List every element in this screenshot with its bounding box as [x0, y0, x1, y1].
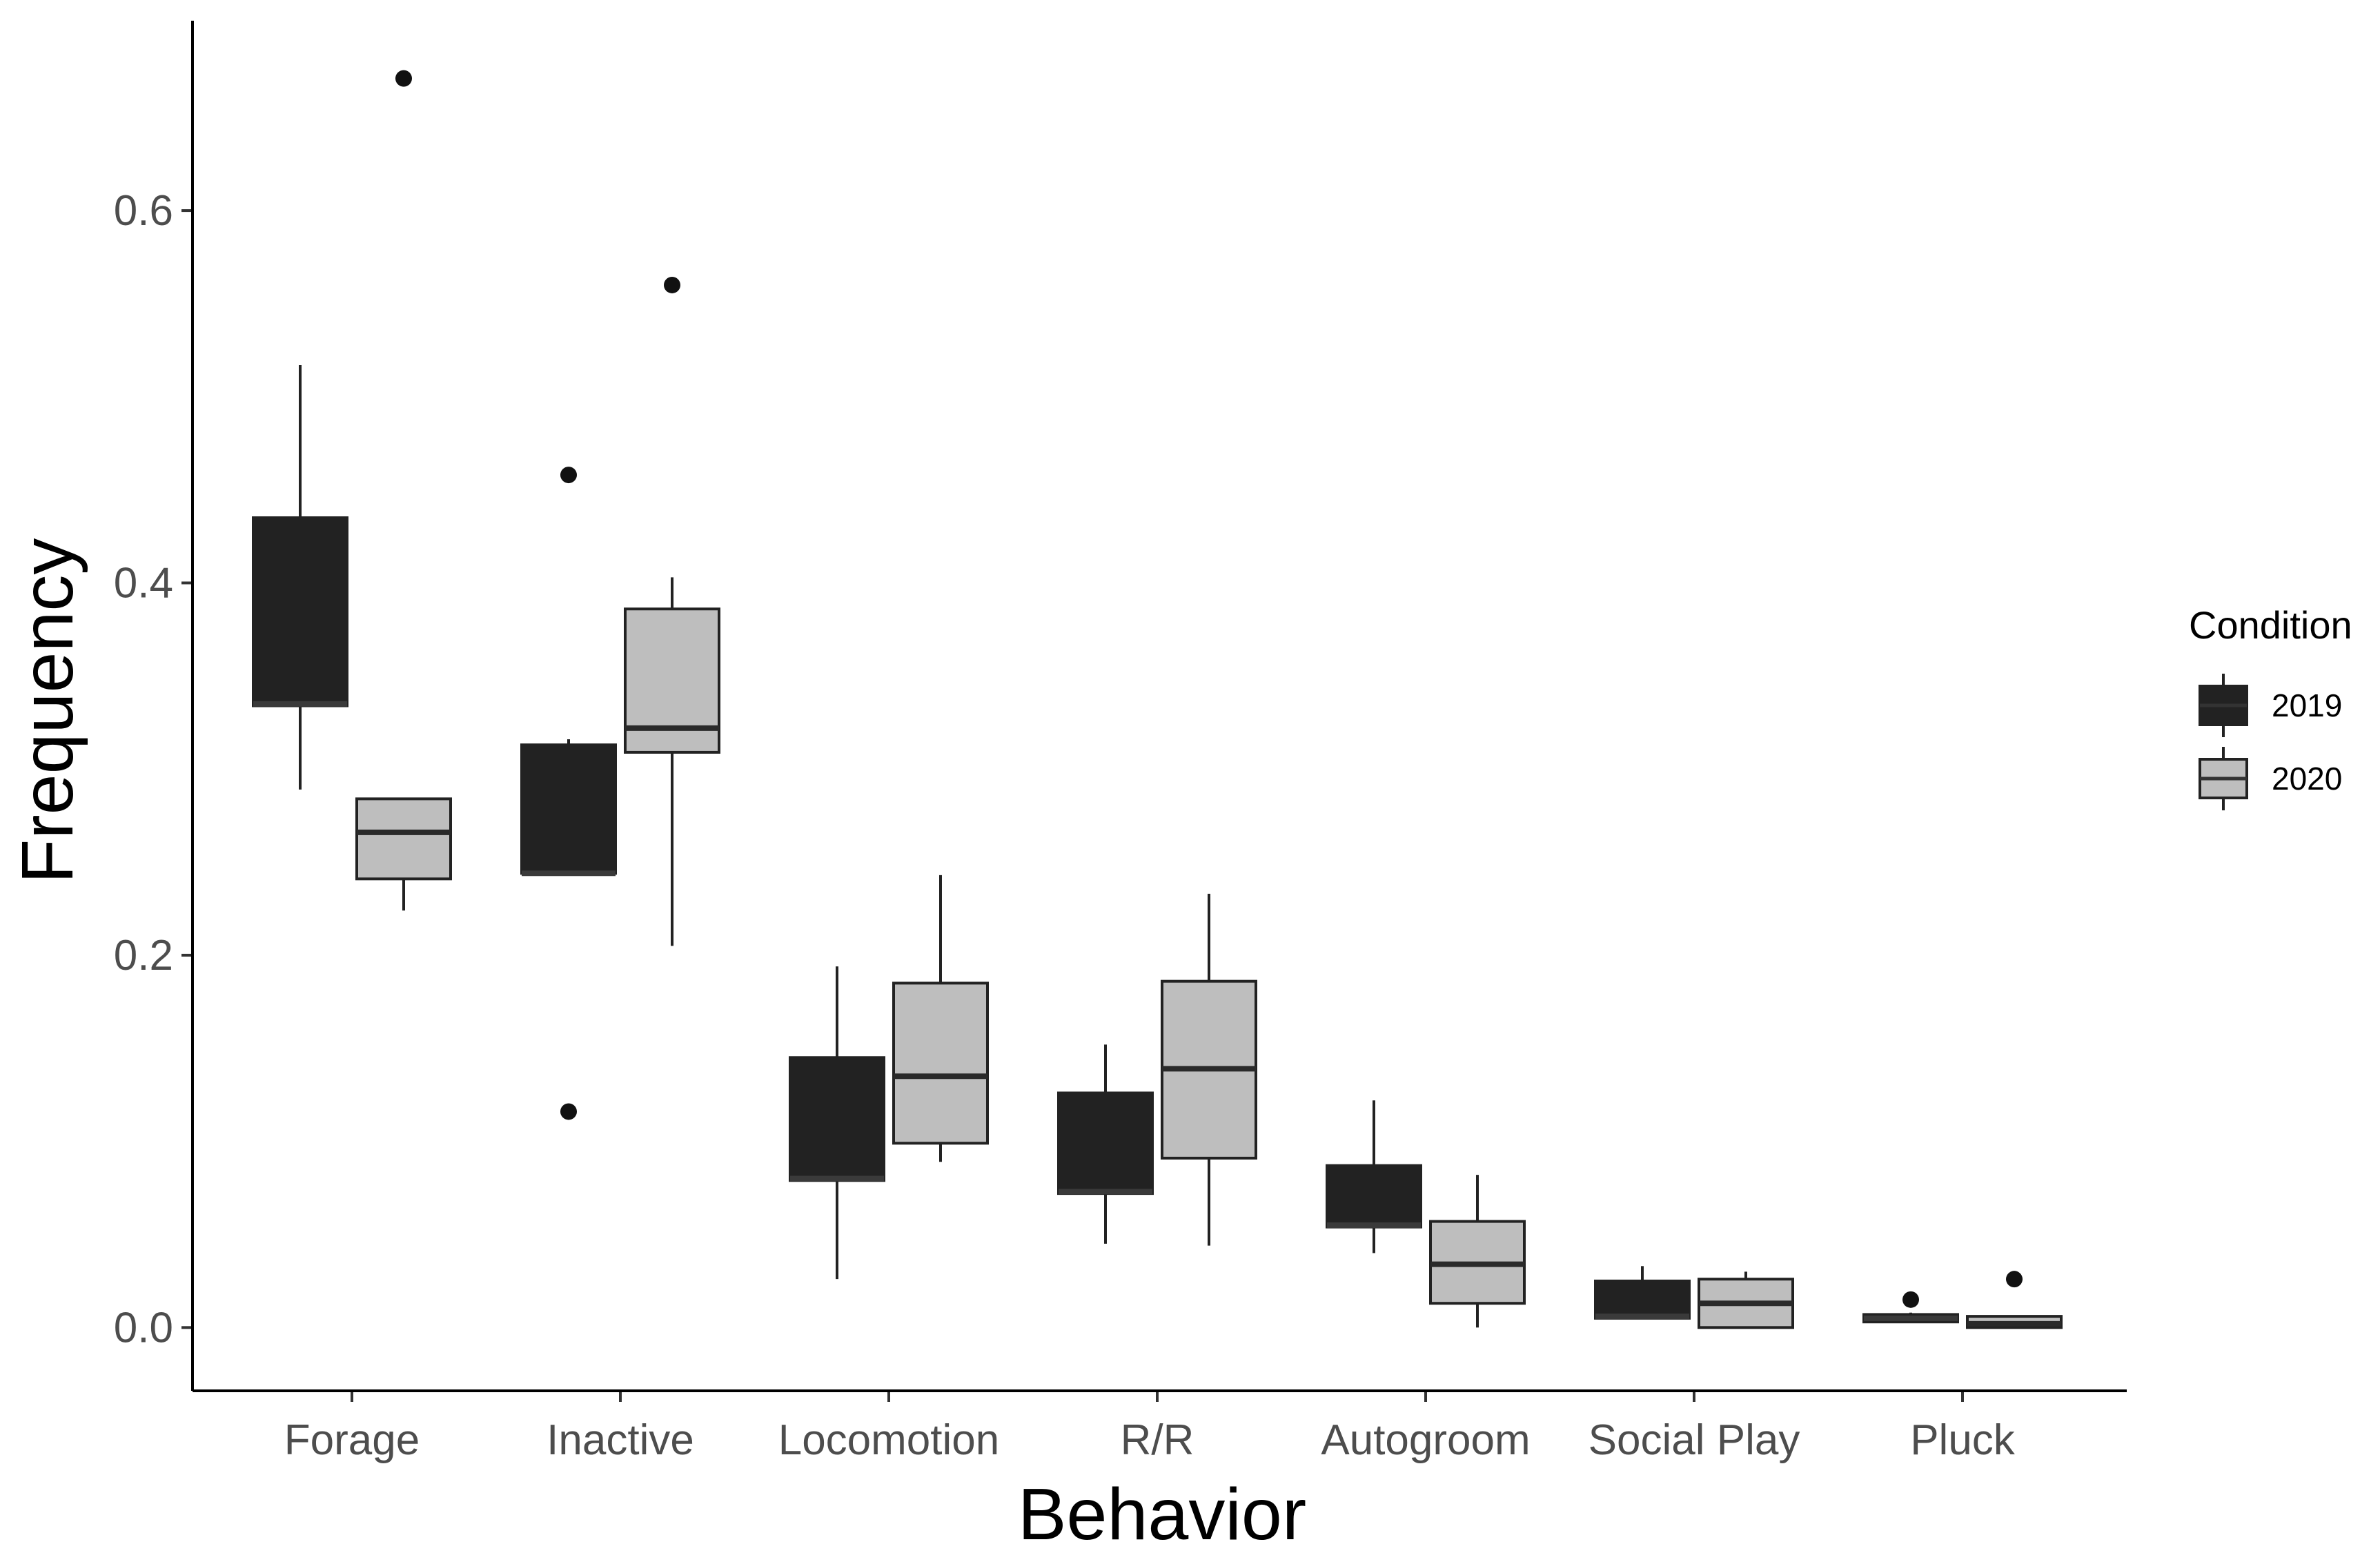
box-2019-inactive-body [520, 743, 617, 875]
x-tick-label-inactive: Inactive [547, 1416, 694, 1464]
box-2019-forage [252, 364, 348, 790]
box-2020-forage-body [355, 797, 452, 881]
box-2020-forage-outlier-0 [395, 70, 412, 87]
box-2019-r-r [1057, 1044, 1154, 1244]
x-axis-title: Behavior [1018, 1474, 1306, 1555]
x-axis-ticks: Forage Inactive Locomotion R/R Autogroom Soci… [284, 1391, 2016, 1464]
box-2019-inactive [520, 467, 617, 1120]
y-axis-ticks: 0.0 0.2 0.4 0.6 [114, 187, 193, 1351]
x-tick-label-autogroom: Autogroom [1321, 1416, 1530, 1464]
y-tick-label-3: 0.6 [114, 187, 173, 235]
x-tick-label-pluck: Pluck [1910, 1416, 2016, 1464]
legend-keys: 2019 2020 [2199, 674, 2342, 810]
axes [191, 21, 2127, 1392]
box-2019-autogroom [1326, 1100, 1422, 1253]
box-2020-pluck-outlier-0 [2006, 1271, 2023, 1288]
box-2020-pluck [1966, 1271, 2063, 1329]
box-2020-inactive [624, 276, 720, 946]
box-2020-autogroom [1429, 1175, 1526, 1328]
legend: Condition 2019 2020 [2189, 603, 2352, 810]
x-tick-label-locomotion: Locomotion [778, 1416, 1000, 1464]
legend-label-2019: 2019 [2272, 687, 2342, 723]
box-2019-inactive-outlier-0 [560, 467, 577, 484]
plot-area [252, 70, 2063, 1329]
legend-title: Condition [2189, 603, 2352, 647]
legend-label-2020: 2020 [2272, 761, 2342, 797]
box-2020-forage [355, 70, 452, 911]
box-2019-locomotion [789, 966, 885, 1280]
y-axis-title: Frequency [7, 538, 88, 884]
box-2020-locomotion-body [892, 982, 989, 1145]
x-tick-label-forage: Forage [284, 1416, 420, 1464]
box-2019-pluck [1862, 1291, 1959, 1324]
box-2020-social-play [1698, 1271, 1794, 1329]
box-2019-social-play-body [1594, 1279, 1691, 1320]
x-tick-label-r-r: R/R [1121, 1416, 1194, 1464]
box-2020-locomotion [892, 875, 989, 1162]
y-tick-label-1: 0.2 [114, 932, 173, 979]
box-2020-r-r [1161, 893, 1257, 1246]
box-2019-autogroom-body [1326, 1164, 1422, 1229]
box-2019-pluck-outlier-0 [1902, 1291, 1919, 1308]
box-2019-social-play [1594, 1266, 1691, 1320]
box-2019-forage-body [252, 516, 348, 707]
legend-key-2019: 2019 [2199, 674, 2342, 737]
box-2019-r-r-body [1057, 1091, 1154, 1195]
box-2019-inactive-outlier-1 [560, 1103, 577, 1120]
legend-key-2020: 2020 [2199, 747, 2342, 810]
x-tick-label-social-play: Social Play [1589, 1416, 1800, 1464]
box-2019-locomotion-body [789, 1056, 885, 1182]
box-2020-inactive-outlier-0 [664, 276, 680, 293]
y-tick-label-0: 0.0 [114, 1304, 173, 1351]
y-tick-label-2: 0.4 [114, 559, 173, 607]
